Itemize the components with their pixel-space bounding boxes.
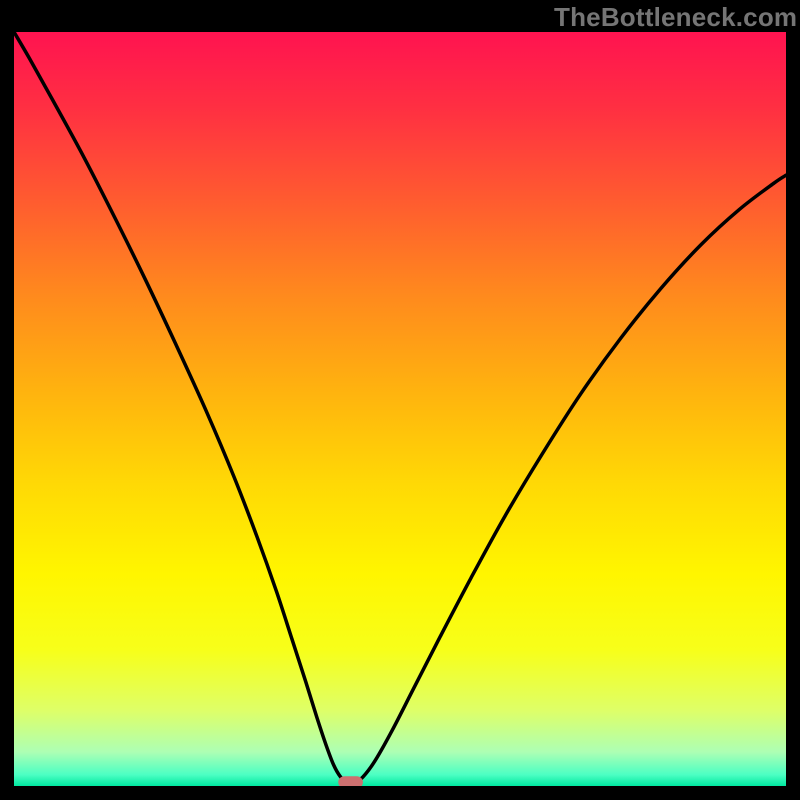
chart-svg bbox=[14, 32, 786, 786]
gradient-background bbox=[14, 32, 786, 786]
chart-frame: TheBottleneck.com bbox=[0, 0, 800, 800]
plot-area bbox=[14, 32, 786, 786]
minimum-marker bbox=[338, 776, 363, 786]
watermark-text: TheBottleneck.com bbox=[554, 2, 797, 33]
